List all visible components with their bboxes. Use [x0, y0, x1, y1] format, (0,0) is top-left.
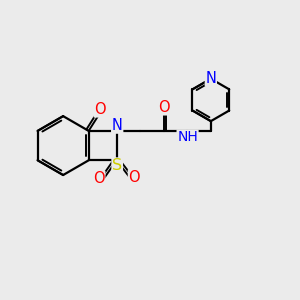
Text: N: N	[112, 118, 123, 133]
Text: S: S	[112, 158, 122, 173]
Text: N: N	[206, 71, 216, 86]
Text: NH: NH	[177, 130, 198, 144]
Text: O: O	[128, 170, 140, 185]
Text: O: O	[93, 171, 105, 186]
Text: O: O	[94, 102, 106, 117]
Text: O: O	[158, 100, 170, 115]
